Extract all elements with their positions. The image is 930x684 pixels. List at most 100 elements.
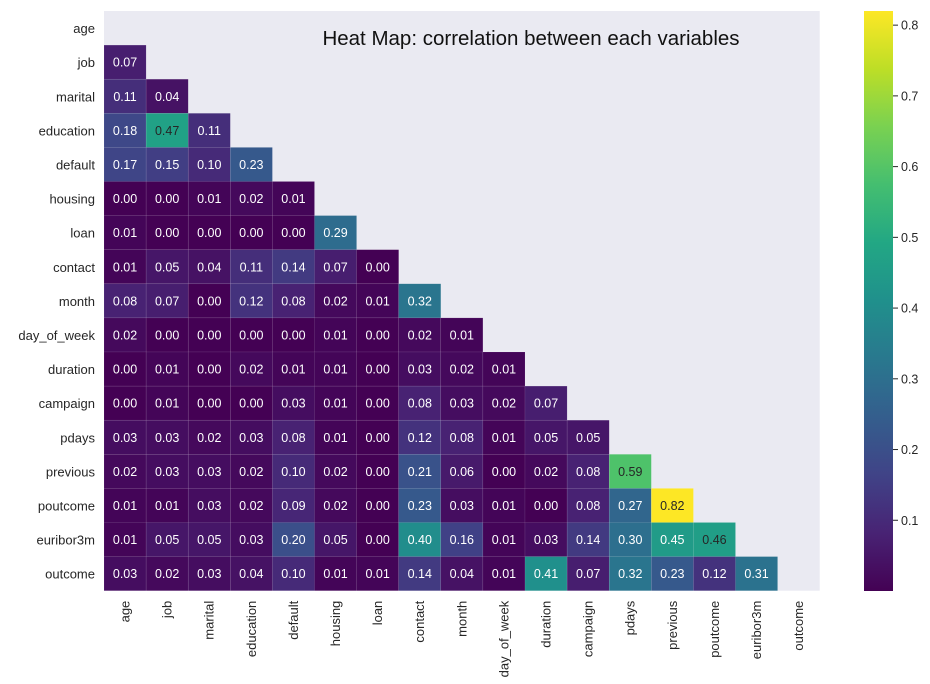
cell-value-label: 0.01	[492, 363, 516, 377]
cell-value-label: 0.00	[155, 226, 179, 240]
heatmap-cell	[314, 385, 357, 421]
y-tick-label: contact	[53, 260, 95, 275]
heatmap-cell	[735, 556, 778, 591]
x-tick-label: marital	[202, 601, 217, 640]
cell-value-label: 0.02	[155, 567, 179, 581]
cell-value-label: 0.00	[239, 226, 263, 240]
colorbar-tick-label: 0.6	[901, 160, 918, 174]
heatmap-cell	[187, 113, 231, 148]
cell-value-label: 0.00	[534, 499, 558, 513]
heatmap-cell	[230, 556, 273, 591]
cell-value-label: 0.41	[534, 567, 558, 581]
cell-value-label: 0.02	[323, 499, 347, 513]
heatmap-cell	[314, 556, 357, 591]
heatmap-cell	[187, 488, 231, 523]
cell-value-label: 0.14	[408, 567, 432, 581]
heatmap-cell	[230, 283, 273, 319]
heatmap-cell	[398, 488, 442, 523]
cell-value-label: 0.01	[281, 192, 305, 206]
y-tick-label: previous	[46, 464, 96, 479]
cell-value-label: 0.45	[660, 533, 684, 547]
x-tick-label: poutcome	[707, 601, 722, 658]
heatmap-cell	[230, 419, 273, 455]
cell-value-label: 0.10	[197, 158, 221, 172]
cell-value-label: 0.05	[323, 533, 347, 547]
x-tick-label: contact	[412, 600, 427, 642]
heatmap-cell	[398, 556, 442, 591]
cell-value-label: 0.04	[197, 260, 221, 274]
cell-value-label: 0.08	[576, 465, 600, 479]
heatmap-cell	[482, 351, 526, 387]
cell-value-label: 0.00	[281, 226, 305, 240]
cell-value-label: 0.01	[113, 499, 137, 513]
heatmap-cell	[398, 522, 442, 557]
heatmap-cell	[187, 283, 231, 319]
x-tick-label: month	[454, 601, 469, 637]
y-tick-label: loan	[70, 226, 95, 241]
y-tick-label: day_of_week	[18, 328, 95, 343]
cell-value-label: 0.15	[155, 158, 179, 172]
cell-value-label: 0.01	[113, 533, 137, 547]
heatmap-cell	[524, 522, 568, 557]
cell-value-label: 0.00	[492, 465, 516, 479]
heatmap-cell	[103, 385, 147, 421]
heatmap-cell	[230, 522, 273, 557]
cell-value-label: 0.02	[492, 397, 516, 411]
cell-value-label: 0.40	[408, 533, 432, 547]
cell-value-label: 0.02	[408, 328, 432, 342]
heatmap-cell	[314, 488, 357, 523]
heatmap-cell	[103, 419, 147, 455]
cell-value-label: 0.01	[197, 192, 221, 206]
heatmap-cell	[314, 215, 357, 250]
colorbar-gradient	[864, 11, 893, 591]
heatmap-cell	[608, 556, 652, 591]
heatmap-cell	[103, 283, 147, 319]
heatmap-cell	[187, 249, 231, 285]
heatmap-cell	[230, 147, 273, 182]
cell-value-label: 0.31	[744, 567, 768, 581]
cell-value-label: 0.01	[492, 567, 516, 581]
cell-value-label: 0.08	[576, 499, 600, 513]
cell-value-label: 0.02	[239, 192, 263, 206]
y-axis-labels: age job marital education default housing loan…	[18, 21, 95, 582]
heatmap-cell	[230, 351, 273, 387]
y-tick-label: euribor3m	[36, 533, 95, 548]
cell-value-label: 0.08	[113, 294, 137, 308]
cell-value-label: 0.11	[113, 90, 136, 104]
cell-value-label: 0.23	[239, 158, 263, 172]
heatmap-cell	[103, 147, 147, 182]
cell-value-label: 0.01	[155, 397, 179, 411]
heatmap-cell	[440, 317, 484, 353]
x-tick-label: job	[160, 601, 175, 619]
heatmap-cell	[356, 454, 399, 489]
cell-value-label: 0.32	[618, 567, 642, 581]
heatmap-cell	[272, 419, 315, 455]
cell-value-label: 0.05	[155, 533, 179, 547]
heatmap-cell	[314, 419, 357, 455]
cell-value-label: 0.17	[113, 158, 137, 172]
colorbar: 0.1 0.2 0.3 0.4 0.5 0.6 0.7 0.8	[864, 11, 918, 591]
heatmap-cell	[272, 488, 315, 523]
chart-title: Heat Map: correlation between each varia…	[322, 27, 739, 50]
cell-value-label: 0.03	[450, 397, 474, 411]
cell-value-label: 0.00	[197, 294, 221, 308]
cell-value-label: 0.05	[534, 431, 558, 445]
cell-value-label: 0.23	[660, 567, 684, 581]
cell-value-label: 0.30	[618, 533, 642, 547]
cell-value-label: 0.02	[197, 431, 221, 445]
y-tick-label: default	[56, 157, 95, 172]
y-tick-label: campaign	[39, 396, 95, 411]
heatmap-cell	[440, 419, 484, 455]
cell-value-label: 0.03	[155, 431, 179, 445]
heatmap-cell	[398, 283, 442, 319]
cell-value-label: 0.08	[281, 431, 305, 445]
heatmap-cell	[398, 385, 442, 421]
cell-value-label: 0.07	[155, 294, 179, 308]
heatmap-cell	[651, 488, 694, 523]
cell-value-label: 0.16	[450, 533, 474, 547]
y-tick-label: education	[39, 123, 95, 138]
heatmap-cell	[398, 317, 442, 353]
x-axis-labels: age job marital education default housing loan…	[118, 600, 807, 677]
heatmap-cell	[482, 556, 526, 591]
